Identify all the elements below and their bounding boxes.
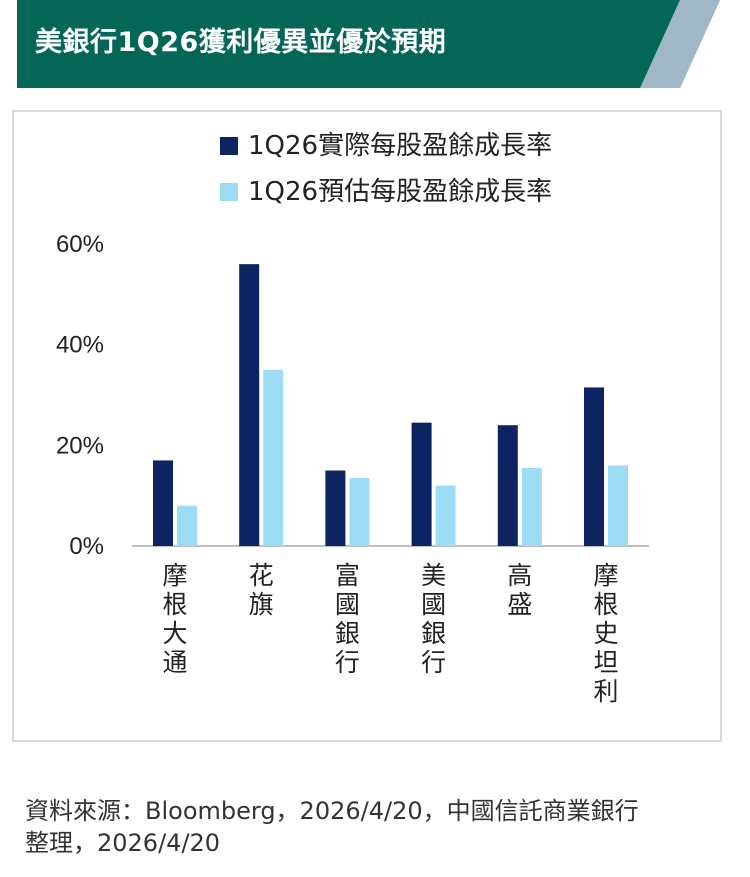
legend-swatch (220, 183, 238, 201)
x-tick-label-char: 盛 (507, 590, 532, 619)
bar (177, 505, 197, 546)
y-tick-label: 60% (56, 231, 104, 258)
chart-panel: 1Q26實際每股盈餘成長率 1Q26預估每股盈餘成長率 0% 20% 40% 60% 摩根大… (12, 110, 722, 742)
bar (521, 467, 542, 546)
x-tick-label-char: 坦 (593, 648, 618, 677)
x-tick-label-char: 利 (593, 677, 618, 706)
x-tick-label-char: 摩 (593, 561, 618, 590)
bar (239, 264, 260, 546)
source-line-1: 資料來源：Bloomberg，2026/4/20，中國信託商業銀行 (25, 797, 639, 825)
source-note: 資料來源：Bloomberg，2026/4/20，中國信託商業銀行 整理，202… (25, 795, 715, 859)
x-tick-label-char: 通 (162, 648, 187, 677)
bar (584, 387, 604, 546)
source-line-2: 整理，2026/4/20 (25, 829, 221, 857)
bar (325, 470, 346, 546)
x-tick-label-char: 大 (162, 619, 187, 648)
x-tick-label-char: 銀 (335, 619, 360, 648)
page-title: 美銀行1Q26獲利優異並優於預期 (35, 27, 447, 58)
header-bg-shape (17, 0, 720, 88)
x-tick-label-char: 高 (507, 561, 532, 590)
x-tick-label-char: 行 (335, 648, 360, 677)
x-tick-label-char: 富 (335, 561, 360, 590)
x-tick-label-char: 國 (421, 590, 446, 619)
bar (608, 465, 628, 546)
legend-swatch (220, 137, 238, 155)
header-background (17, 0, 720, 88)
x-tick-label-char: 國 (335, 590, 360, 619)
bar (263, 369, 284, 546)
bar (411, 422, 432, 546)
bar (435, 485, 456, 546)
x-tick-label-char: 美 (421, 561, 446, 590)
y-tick-label: 20% (56, 432, 104, 459)
bar (497, 425, 518, 546)
header-corner (680, 0, 720, 88)
x-tick-label-char: 花 (249, 561, 274, 590)
legend-label: 1Q26預估每股盈餘成長率 (248, 177, 552, 207)
x-tick-label-char: 銀 (421, 619, 446, 648)
x-tick-label-char: 行 (421, 648, 446, 677)
x-tick-label-char: 摩 (162, 561, 187, 590)
x-tick-label-char: 根 (593, 590, 618, 619)
bar-chart: 1Q26實際每股盈餘成長率1Q26預估每股盈餘成長率0%20%40%60%摩根大… (56, 131, 649, 706)
y-tick-label: 40% (56, 332, 104, 359)
bar (153, 460, 173, 546)
legend-label: 1Q26實際每股盈餘成長率 (248, 131, 552, 161)
x-tick-label-char: 旗 (249, 590, 274, 619)
y-tick-label: 0% (69, 533, 104, 560)
header-stripe (640, 0, 720, 88)
header-banner: 美銀行1Q26獲利優異並優於預期 (17, 0, 720, 88)
bar (349, 478, 370, 546)
x-tick-label-char: 史 (593, 619, 618, 648)
x-tick-label-char: 根 (162, 590, 187, 619)
